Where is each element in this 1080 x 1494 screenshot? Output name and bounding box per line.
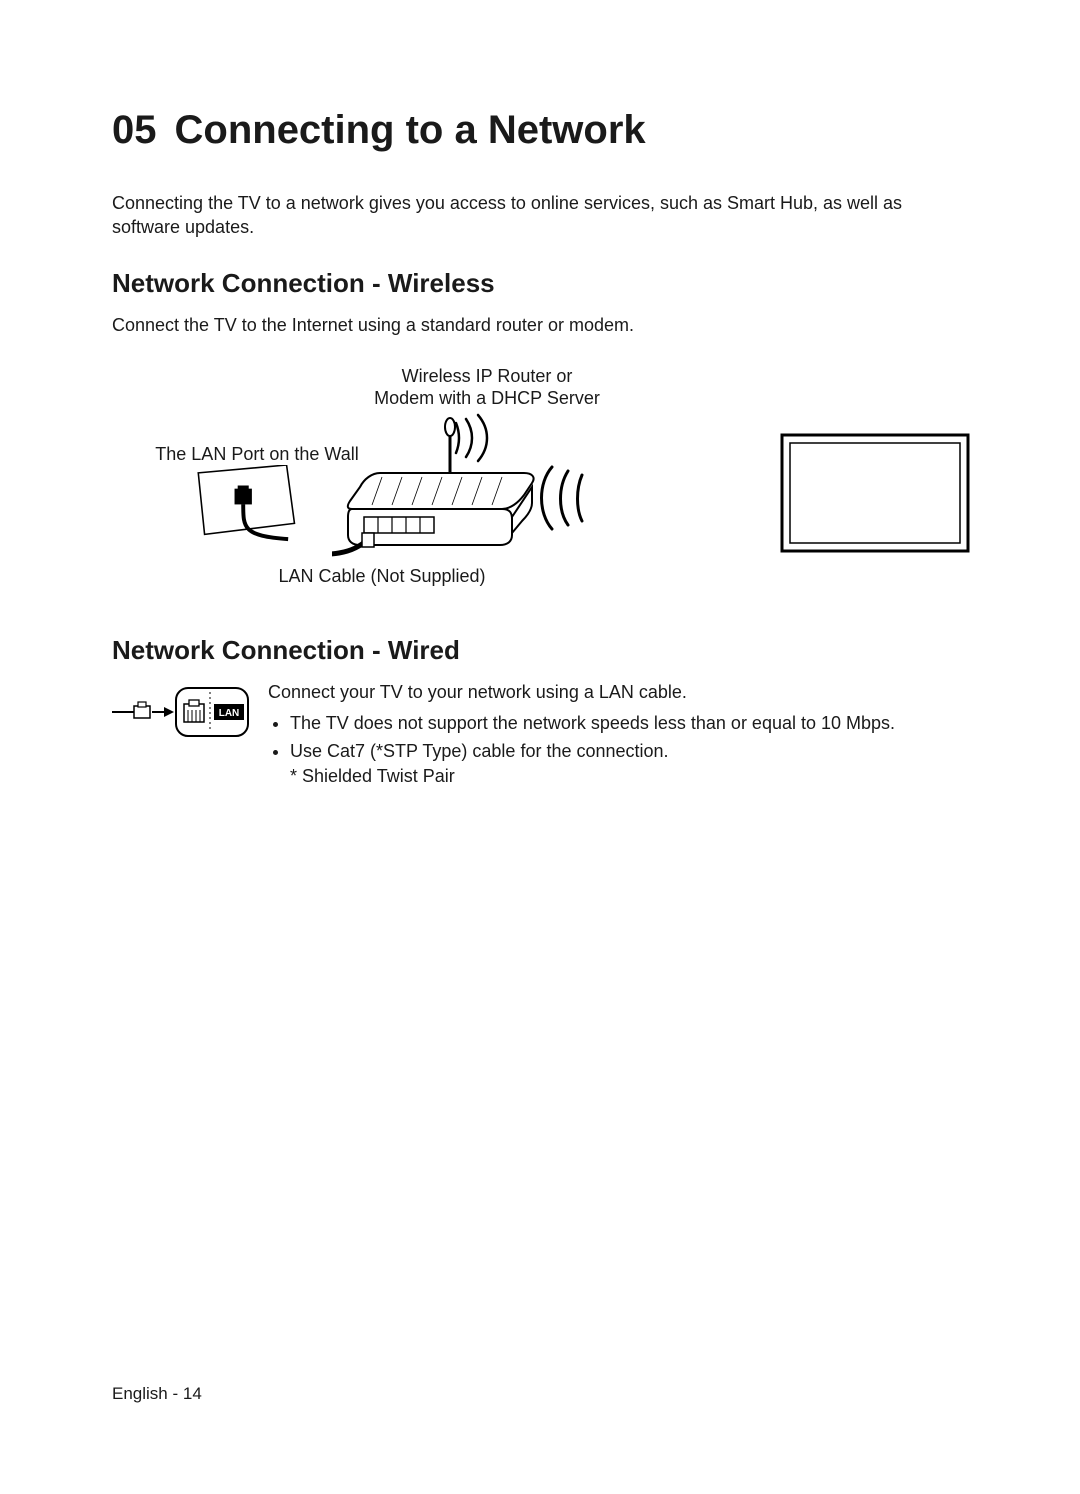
wired-bullet-1: The TV does not support the network spee… bbox=[290, 710, 970, 736]
chapter-number: 05 bbox=[112, 108, 157, 152]
lan-port-icon: LAN bbox=[112, 684, 250, 740]
wifi-signal-in-icon bbox=[532, 463, 592, 533]
chapter-title: 05 Connecting to a Network bbox=[112, 108, 970, 153]
lan-cable-label: LAN Cable (Not Supplied) bbox=[237, 565, 527, 588]
intro-paragraph: Connecting the TV to a network gives you… bbox=[112, 191, 970, 240]
wired-footnote: * Shielded Twist Pair bbox=[290, 766, 970, 787]
wired-body: Connect your TV to your network using a … bbox=[268, 680, 970, 704]
footer-language: English bbox=[112, 1384, 168, 1403]
wired-text-block: Connect your TV to your network using a … bbox=[268, 680, 970, 787]
router-label: Wireless IP Router orModem with a DHCP S… bbox=[342, 365, 632, 410]
wired-bullet-2: Use Cat7 (*STP Type) cable for the conne… bbox=[290, 738, 970, 764]
wired-section: LAN Connect your TV to your network usin… bbox=[112, 680, 970, 787]
footer-separator: - bbox=[168, 1384, 183, 1403]
wired-bullets: The TV does not support the network spee… bbox=[268, 710, 970, 764]
tv-icon bbox=[780, 433, 970, 553]
wired-heading: Network Connection - Wired bbox=[112, 635, 970, 666]
chapter-title-text: Connecting to a Network bbox=[175, 108, 646, 152]
svg-text:LAN: LAN bbox=[219, 708, 240, 719]
footer-page-number: 14 bbox=[183, 1384, 202, 1403]
wireless-diagram: Wireless IP Router orModem with a DHCP S… bbox=[112, 365, 970, 605]
wireless-body: Connect the TV to the Internet using a s… bbox=[112, 313, 970, 337]
manual-page: 05 Connecting to a Network Connecting the… bbox=[0, 0, 1080, 1494]
wall-port-icon bbox=[180, 465, 308, 547]
page-footer: English - 14 bbox=[112, 1384, 202, 1404]
wifi-signal-out-icon bbox=[450, 413, 510, 463]
wireless-heading: Network Connection - Wireless bbox=[112, 268, 970, 299]
